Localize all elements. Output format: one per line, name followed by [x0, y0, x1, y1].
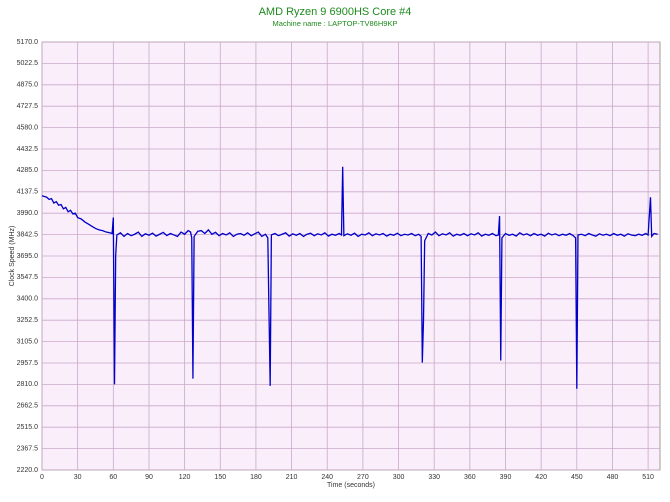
x-axis-label: Time (seconds)	[327, 482, 375, 489]
x-tick-label: 90	[145, 474, 153, 481]
y-tick-label: 2367.5	[17, 445, 39, 452]
x-tick-label: 480	[607, 474, 619, 481]
y-tick-label: 2220.0	[17, 467, 39, 474]
x-tick-label: 510	[642, 474, 654, 481]
x-tick-label: 390	[500, 474, 512, 481]
y-tick-label: 4432.5	[17, 146, 39, 153]
x-tick-label: 210	[286, 474, 298, 481]
x-tick-label: 30	[74, 474, 82, 481]
y-tick-label: 3990.0	[17, 210, 39, 217]
y-tick-label: 3400.0	[17, 296, 39, 303]
y-tick-label: 4875.0	[17, 82, 39, 89]
y-tick-label: 2810.0	[17, 381, 39, 388]
x-tick-label: 270	[357, 474, 369, 481]
x-tick-label: 60	[109, 474, 117, 481]
chart-title: AMD Ryzen 9 6900HS Core #4	[259, 6, 412, 18]
y-tick-label: 3105.0	[17, 338, 39, 345]
x-tick-label: 360	[464, 474, 476, 481]
y-tick-label: 4580.0	[17, 124, 39, 131]
x-tick-label: 0	[40, 474, 44, 481]
data-line	[41, 166, 658, 389]
y-tick-label: 5170.0	[17, 39, 39, 46]
y-tick-label: 2957.5	[17, 360, 39, 367]
y-tick-label: 4727.5	[17, 103, 39, 110]
x-tick-label: 300	[393, 474, 405, 481]
x-tick-label: 150	[214, 474, 226, 481]
y-tick-label: 5022.5	[17, 60, 39, 67]
y-tick-label: 3842.5	[17, 231, 39, 238]
y-tick-label: 4137.5	[17, 189, 39, 196]
x-tick-label: 180	[250, 474, 262, 481]
y-tick-label: 2662.5	[17, 403, 39, 410]
y-tick-label: 3695.0	[17, 253, 39, 260]
chart-subtitle: Machine name : LAPTOP-TV86H9KP	[273, 19, 398, 28]
y-tick-label: 3252.5	[17, 317, 39, 324]
x-tick-label: 420	[535, 474, 547, 481]
x-tick-label: 450	[571, 474, 583, 481]
y-tick-label: 3547.5	[17, 274, 39, 281]
x-tick-label: 330	[428, 474, 440, 481]
y-axis-label: Clock Speed (MHz)	[9, 226, 16, 287]
y-tick-label: 2515.0	[17, 424, 39, 431]
x-tick-label: 120	[179, 474, 191, 481]
x-tick-label: 240	[321, 474, 333, 481]
y-tick-label: 4285.0	[17, 167, 39, 174]
